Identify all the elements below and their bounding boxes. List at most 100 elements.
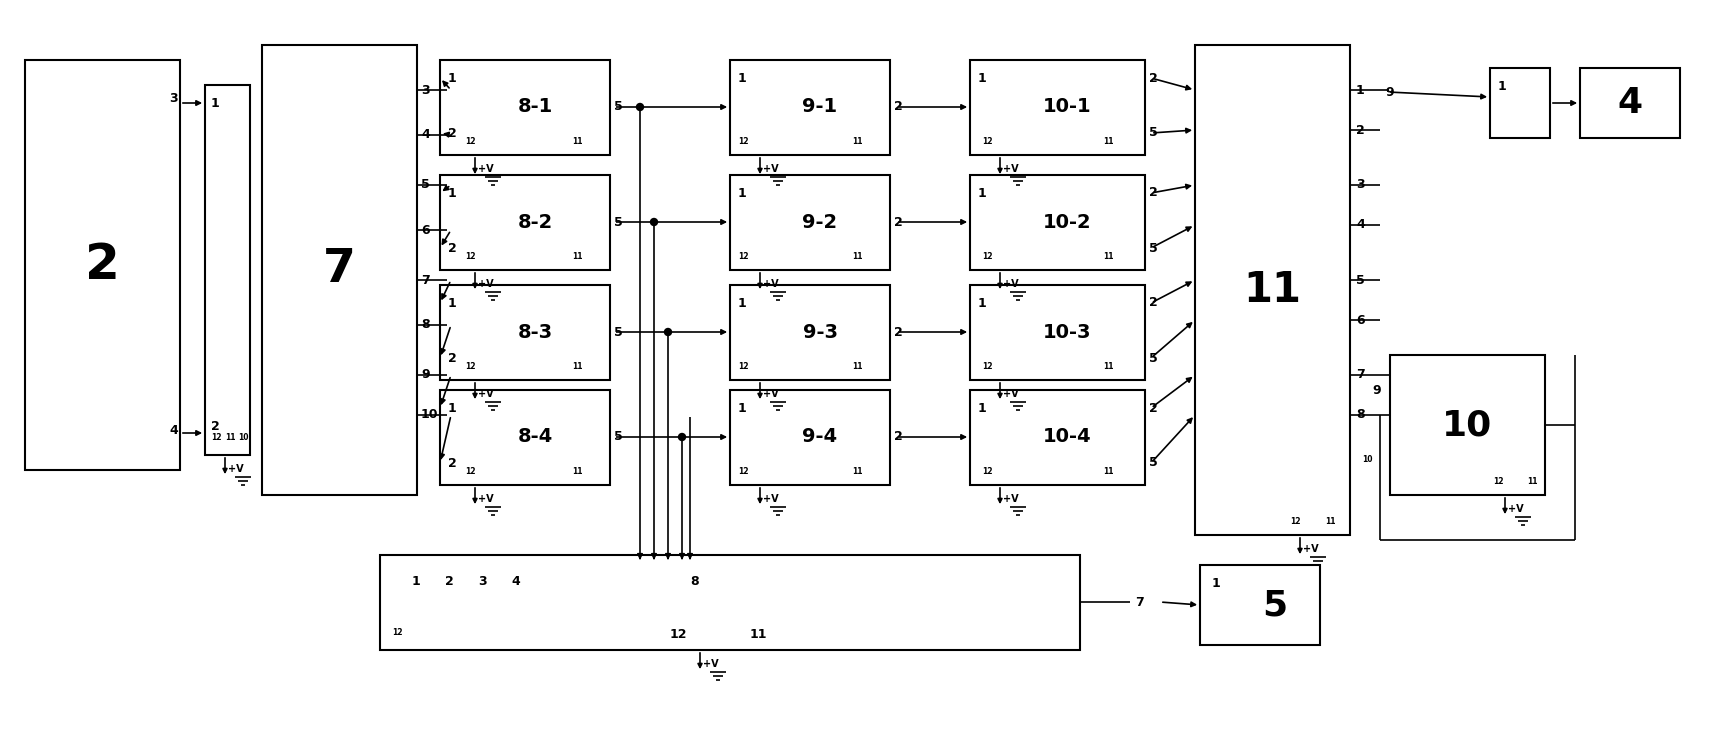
Text: 10-1: 10-1	[1044, 97, 1092, 116]
Text: 5: 5	[615, 325, 623, 339]
Text: 10: 10	[1362, 456, 1372, 464]
Text: 1: 1	[978, 297, 987, 310]
Text: 5: 5	[615, 216, 623, 228]
Text: 10: 10	[420, 408, 439, 422]
Text: 1: 1	[739, 402, 747, 415]
Text: +V: +V	[479, 279, 494, 289]
Text: 5: 5	[420, 179, 430, 191]
Text: 12: 12	[982, 137, 992, 146]
Text: 4: 4	[511, 575, 520, 588]
Text: 11: 11	[852, 137, 863, 146]
Text: 11: 11	[1243, 269, 1302, 311]
Text: 3: 3	[169, 93, 177, 105]
Text: 6: 6	[1355, 314, 1364, 327]
Text: 5: 5	[1149, 127, 1157, 140]
Text: 2: 2	[448, 352, 456, 365]
Text: 7: 7	[1355, 369, 1366, 381]
Text: 11: 11	[226, 433, 236, 442]
Bar	[381, 555, 1080, 650]
Text: 1: 1	[212, 97, 220, 110]
Text: 8: 8	[420, 319, 429, 331]
Text: 4: 4	[1355, 219, 1366, 232]
Text: 5: 5	[1149, 456, 1157, 470]
Text: 12: 12	[1493, 477, 1503, 486]
Text: 8-2: 8-2	[517, 213, 553, 232]
Text: 1: 1	[1212, 577, 1221, 590]
Text: 1: 1	[739, 187, 747, 200]
Text: +V: +V	[763, 389, 778, 399]
Text: 11: 11	[852, 252, 863, 261]
Text: 9: 9	[1384, 85, 1393, 99]
Text: 12: 12	[465, 467, 475, 476]
Text: 7: 7	[1135, 595, 1143, 609]
Circle shape	[651, 219, 658, 225]
Text: +V: +V	[1304, 544, 1319, 554]
Text: 9: 9	[1372, 383, 1381, 397]
Text: 5: 5	[615, 431, 623, 444]
Text: 2: 2	[1355, 124, 1366, 136]
Text: 1: 1	[978, 187, 987, 200]
Text: 2: 2	[448, 457, 456, 470]
Bar	[969, 175, 1145, 270]
Text: 2: 2	[894, 216, 902, 228]
Text: 6: 6	[420, 224, 429, 236]
Text: 12: 12	[982, 252, 992, 261]
Bar	[441, 285, 610, 380]
Bar	[441, 175, 610, 270]
Text: 2: 2	[448, 127, 456, 140]
Text: 4: 4	[420, 129, 430, 141]
Text: 11: 11	[751, 628, 768, 641]
Bar	[441, 60, 610, 155]
Text: 4: 4	[1617, 86, 1643, 120]
Text: 8: 8	[691, 575, 699, 588]
Text: 10-3: 10-3	[1044, 322, 1092, 342]
Bar	[1581, 68, 1681, 138]
Text: 2: 2	[894, 101, 902, 113]
Text: 12: 12	[739, 137, 749, 146]
Text: +V: +V	[227, 464, 243, 474]
Text: 1: 1	[978, 72, 987, 85]
Text: +V: +V	[1508, 504, 1524, 514]
Text: 11: 11	[572, 137, 582, 146]
Text: 9: 9	[420, 369, 429, 381]
Text: +V: +V	[479, 389, 494, 399]
Bar	[730, 390, 890, 485]
Text: 12: 12	[982, 362, 992, 371]
Bar	[969, 60, 1145, 155]
Circle shape	[637, 104, 644, 110]
Text: 11: 11	[852, 467, 863, 476]
Text: 2: 2	[444, 575, 455, 588]
Text: 4: 4	[169, 423, 177, 436]
Text: 2: 2	[84, 241, 119, 289]
Text: 10-2: 10-2	[1044, 213, 1092, 232]
Text: +V: +V	[479, 164, 494, 174]
Bar	[730, 175, 890, 270]
Text: 12: 12	[465, 252, 475, 261]
Text: 12: 12	[1290, 517, 1300, 526]
Text: 8-4: 8-4	[517, 428, 553, 447]
Text: 1: 1	[448, 187, 456, 200]
Text: 11: 11	[572, 467, 582, 476]
Text: 11: 11	[1104, 252, 1114, 261]
Text: 8: 8	[1355, 408, 1364, 422]
Bar	[1200, 565, 1321, 645]
Text: +V: +V	[1002, 279, 1019, 289]
Bar	[1490, 68, 1550, 138]
Text: 2: 2	[894, 431, 902, 444]
Text: 1: 1	[448, 72, 456, 85]
Text: 12: 12	[739, 252, 749, 261]
Text: 7: 7	[420, 274, 430, 286]
Text: 5: 5	[1355, 274, 1366, 286]
Bar	[730, 60, 890, 155]
Bar	[441, 390, 610, 485]
Text: 12: 12	[393, 628, 403, 637]
Text: +V: +V	[1002, 494, 1019, 504]
Text: 9-4: 9-4	[802, 428, 837, 447]
Bar	[730, 285, 890, 380]
Text: 11: 11	[1324, 517, 1336, 526]
Bar	[1390, 355, 1545, 495]
Text: +V: +V	[1002, 389, 1019, 399]
Text: 3: 3	[479, 575, 487, 588]
Text: +V: +V	[763, 279, 778, 289]
Bar	[1195, 45, 1350, 535]
